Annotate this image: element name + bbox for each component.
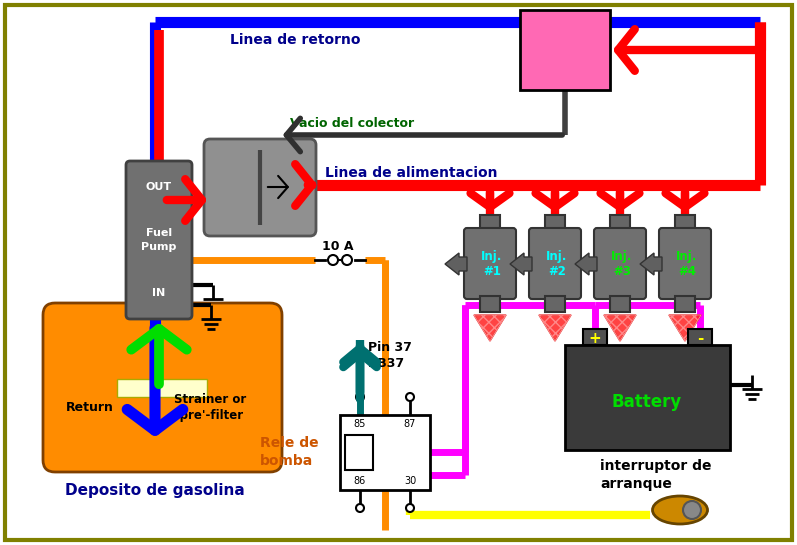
Text: OUT: OUT (146, 182, 172, 192)
FancyBboxPatch shape (340, 415, 430, 490)
Text: 10 A: 10 A (322, 240, 354, 253)
FancyBboxPatch shape (545, 296, 565, 312)
Text: 87: 87 (404, 419, 416, 429)
FancyBboxPatch shape (675, 215, 695, 231)
Polygon shape (604, 315, 636, 341)
Text: Strainer or
'pre'-filter: Strainer or 'pre'-filter (174, 392, 246, 421)
Circle shape (683, 501, 701, 519)
FancyBboxPatch shape (659, 228, 711, 299)
FancyBboxPatch shape (480, 215, 500, 231)
FancyBboxPatch shape (610, 215, 630, 231)
Polygon shape (474, 315, 506, 341)
Text: 85: 85 (354, 419, 366, 429)
Polygon shape (539, 315, 571, 341)
Text: Return: Return (66, 401, 114, 414)
Circle shape (356, 504, 364, 512)
Circle shape (406, 393, 414, 401)
Text: Inj.
#4: Inj. #4 (677, 250, 697, 278)
Text: Inj.
#2: Inj. #2 (546, 250, 567, 278)
FancyBboxPatch shape (529, 228, 581, 299)
FancyBboxPatch shape (480, 296, 500, 312)
Circle shape (328, 255, 338, 265)
Text: Pin 37
DB37: Pin 37 DB37 (368, 341, 412, 370)
FancyBboxPatch shape (464, 228, 516, 299)
Text: 86: 86 (354, 476, 366, 486)
FancyBboxPatch shape (565, 345, 730, 450)
Text: +: + (589, 330, 602, 346)
Text: Linea de alimentacion: Linea de alimentacion (325, 166, 497, 180)
Text: Fuel
Pump: Fuel Pump (141, 228, 177, 252)
Circle shape (356, 393, 364, 401)
FancyBboxPatch shape (43, 303, 282, 472)
Text: -: - (697, 330, 703, 346)
FancyArrow shape (445, 253, 467, 275)
FancyBboxPatch shape (594, 228, 646, 299)
FancyBboxPatch shape (610, 296, 630, 312)
FancyBboxPatch shape (675, 296, 695, 312)
Text: Linea de retorno: Linea de retorno (230, 33, 360, 47)
FancyArrow shape (575, 253, 597, 275)
FancyBboxPatch shape (204, 139, 316, 236)
Ellipse shape (653, 496, 708, 524)
Text: Inj.
#3: Inj. #3 (611, 250, 633, 278)
Circle shape (342, 255, 352, 265)
FancyBboxPatch shape (117, 379, 207, 397)
FancyBboxPatch shape (583, 329, 607, 345)
Text: Vacio del colector: Vacio del colector (290, 117, 414, 130)
Text: 30: 30 (404, 476, 416, 486)
Text: Battery: Battery (612, 393, 682, 411)
FancyArrow shape (510, 253, 532, 275)
FancyBboxPatch shape (688, 329, 712, 345)
Text: Inj.
#1: Inj. #1 (481, 250, 503, 278)
Text: IN: IN (152, 288, 166, 298)
Text: interruptor de
arranque: interruptor de arranque (600, 459, 712, 490)
FancyBboxPatch shape (345, 435, 373, 470)
Text: Rele de
bomba: Rele de bomba (260, 437, 319, 468)
FancyBboxPatch shape (126, 161, 192, 319)
FancyBboxPatch shape (545, 215, 565, 231)
FancyArrow shape (640, 253, 662, 275)
Polygon shape (669, 315, 701, 341)
Text: Deposito de gasolina: Deposito de gasolina (65, 482, 245, 498)
Circle shape (406, 504, 414, 512)
FancyBboxPatch shape (520, 10, 610, 90)
